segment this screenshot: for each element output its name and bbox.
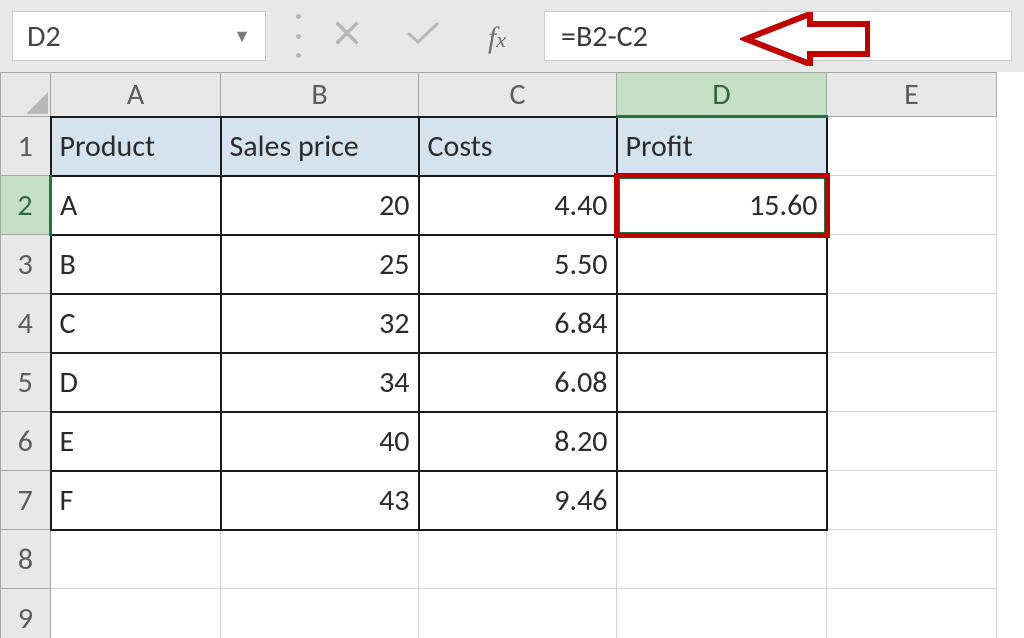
cell-C9[interactable] (419, 589, 617, 638)
column-header-C[interactable]: C (419, 73, 617, 117)
column-header-A[interactable]: A (51, 73, 221, 117)
row-header-6[interactable]: 6 (1, 412, 51, 471)
fx-icon: fx (488, 21, 506, 54)
cell-D4[interactable] (617, 294, 827, 353)
cell-A2[interactable]: A (51, 176, 221, 235)
row-header-3[interactable]: 3 (1, 235, 51, 294)
row-3: 3 B 25 5.50 (1, 235, 997, 294)
x-icon (333, 19, 361, 47)
cell-B3[interactable]: 25 (221, 235, 419, 294)
cell-E2[interactable] (827, 176, 997, 235)
confirm-formula-button[interactable] (406, 16, 440, 57)
row-4: 4 C 32 6.84 (1, 294, 997, 353)
cell-D6[interactable] (617, 412, 827, 471)
row-header-9[interactable]: 9 (1, 589, 51, 638)
cell-B4[interactable]: 32 (221, 294, 419, 353)
row-header-1[interactable]: 1 (1, 117, 51, 176)
column-header-B[interactable]: B (221, 73, 419, 117)
formula-text: =B2-C2 (561, 18, 648, 55)
cell-A6[interactable]: E (51, 412, 221, 471)
cell-D3[interactable] (617, 235, 827, 294)
cell-C6[interactable]: 8.20 (419, 412, 617, 471)
cell-E5[interactable] (827, 353, 997, 412)
row-9: 9 (1, 589, 997, 638)
cell-E1[interactable] (827, 117, 997, 176)
cell-D5[interactable] (617, 353, 827, 412)
cell-B8[interactable] (221, 530, 419, 589)
cell-A4[interactable]: C (51, 294, 221, 353)
cell-B6[interactable]: 40 (221, 412, 419, 471)
name-box-dropdown-icon[interactable]: ▼ (233, 25, 251, 47)
cell-D8[interactable] (617, 530, 827, 589)
cell-A7[interactable]: F (51, 471, 221, 530)
cell-C4[interactable]: 6.84 (419, 294, 617, 353)
annotation-arrow (740, 12, 870, 66)
cell-C2[interactable]: 4.40 (419, 176, 617, 235)
select-all-corner[interactable] (1, 73, 51, 117)
name-box-value: D2 (27, 18, 61, 55)
row-2: 2 A 20 4.40 15.60 (1, 176, 997, 235)
cell-B1[interactable]: Sales price (221, 117, 419, 176)
row-6: 6 E 40 8.20 (1, 412, 997, 471)
formula-bar-region: D2 ▼ fx =B2-C2 (0, 0, 1024, 72)
formula-bar-divider (294, 14, 302, 58)
name-box[interactable]: D2 ▼ (12, 11, 266, 61)
check-icon (406, 19, 440, 47)
cell-B2[interactable]: 20 (221, 176, 419, 235)
row-header-7[interactable]: 7 (1, 471, 51, 530)
insert-function-button[interactable]: fx (482, 16, 516, 57)
cell-A3[interactable]: B (51, 235, 221, 294)
cell-E6[interactable] (827, 412, 997, 471)
row-7: 7 F 43 9.46 (1, 471, 997, 530)
cell-C3[interactable]: 5.50 (419, 235, 617, 294)
cell-E8[interactable] (827, 530, 997, 589)
cell-A1[interactable]: Product (51, 117, 221, 176)
row-header-8[interactable]: 8 (1, 530, 51, 589)
row-header-4[interactable]: 4 (1, 294, 51, 353)
cell-E4[interactable] (827, 294, 997, 353)
row-header-5[interactable]: 5 (1, 353, 51, 412)
column-header-E[interactable]: E (827, 73, 997, 117)
row-5: 5 D 34 6.08 (1, 353, 997, 412)
row-8: 8 (1, 530, 997, 589)
cell-E7[interactable] (827, 471, 997, 530)
column-header-D[interactable]: D (617, 73, 827, 117)
cell-D1[interactable]: Profit (617, 117, 827, 176)
cell-C1[interactable]: Costs (419, 117, 617, 176)
row-header-2[interactable]: 2 (1, 176, 51, 235)
cell-A8[interactable] (51, 530, 221, 589)
row-1: 1 Product Sales price Costs Profit (1, 117, 997, 176)
cell-E3[interactable] (827, 235, 997, 294)
cell-E9[interactable] (827, 589, 997, 638)
cell-B9[interactable] (221, 589, 419, 638)
cell-B7[interactable]: 43 (221, 471, 419, 530)
spreadsheet-grid[interactable]: A B C D E 1 Product Sales price Costs Pr… (0, 72, 1024, 638)
cell-C5[interactable]: 6.08 (419, 353, 617, 412)
cell-D2[interactable]: 15.60 (617, 176, 827, 235)
cell-B5[interactable]: 34 (221, 353, 419, 412)
cell-D7[interactable] (617, 471, 827, 530)
cell-C7[interactable]: 9.46 (419, 471, 617, 530)
cancel-formula-button[interactable] (330, 16, 364, 57)
column-header-row: A B C D E (1, 73, 997, 117)
cell-C8[interactable] (419, 530, 617, 589)
formula-bar-buttons: fx (330, 16, 516, 57)
cell-A9[interactable] (51, 589, 221, 638)
cell-A5[interactable]: D (51, 353, 221, 412)
cell-D9[interactable] (617, 589, 827, 638)
